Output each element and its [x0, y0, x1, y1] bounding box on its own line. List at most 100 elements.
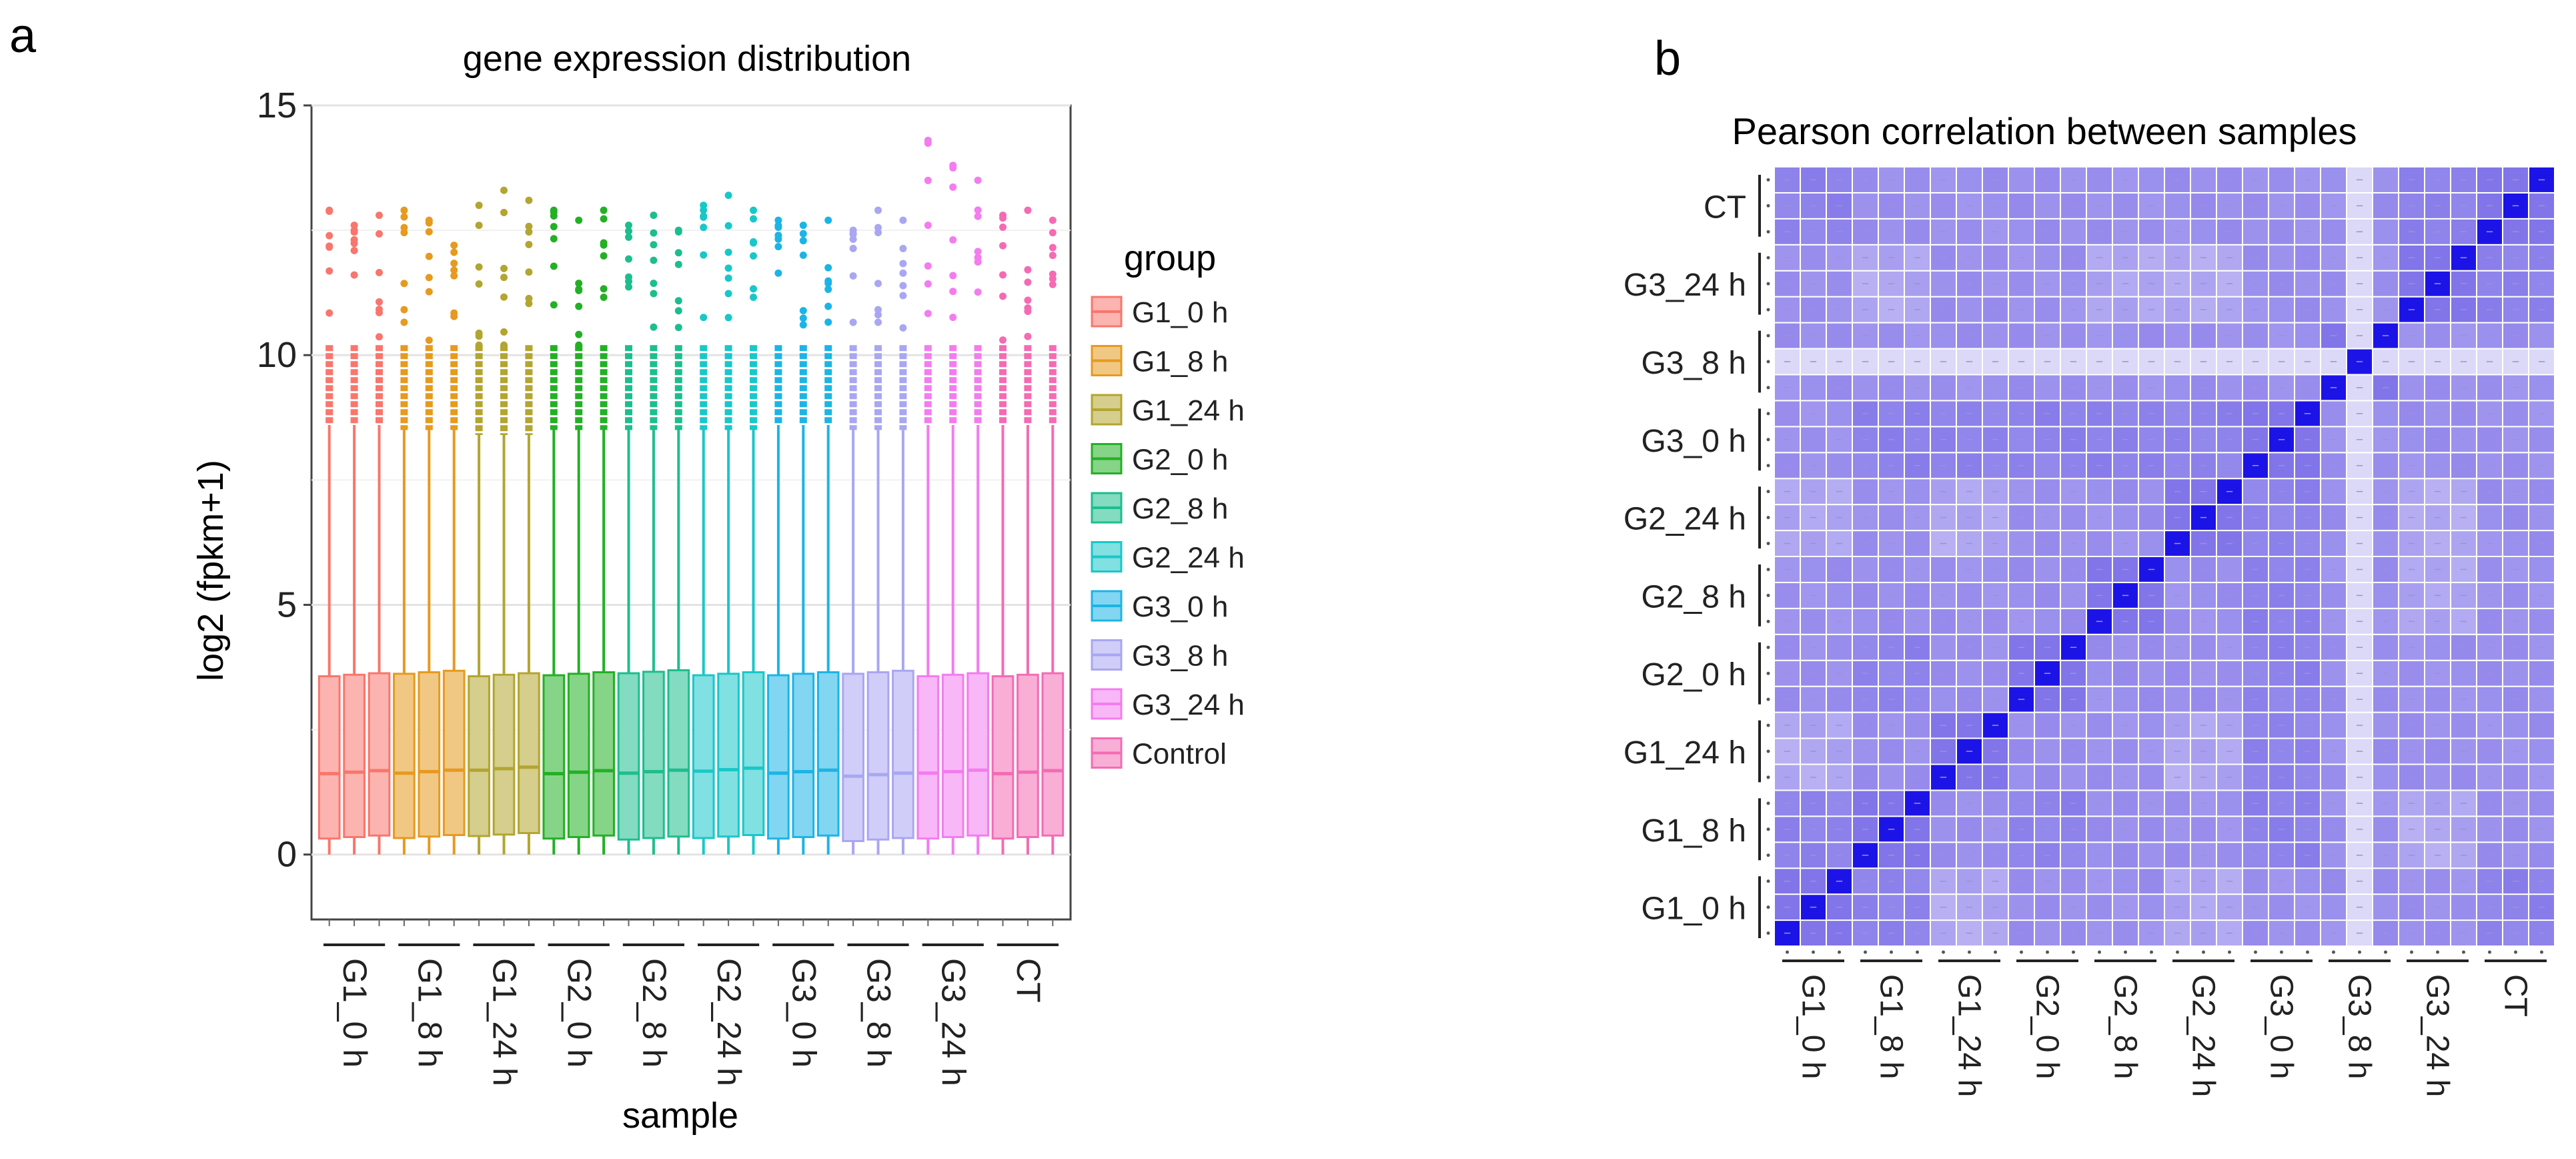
outlier-point: [949, 314, 957, 322]
outlier-point: [425, 252, 433, 260]
outlier-point: [824, 318, 832, 326]
y-tick-dot: [1766, 542, 1770, 546]
heatmap-cell: [2008, 530, 2035, 557]
heatmap-cell: [1800, 166, 1827, 194]
y-tick-label: 0: [277, 835, 297, 875]
box-g1_8h-rep3: [442, 242, 466, 855]
outlier-point: [350, 247, 358, 255]
outlier-point: [550, 223, 558, 231]
outlier-point: [1024, 332, 1032, 340]
heatmap-y-label: G3_0 h: [1642, 424, 1746, 459]
box-g1_24h-rep2: [492, 186, 516, 855]
x-tick-dot: [2098, 950, 2101, 954]
outlier-point: [724, 290, 732, 298]
legend-label: G1_8 h: [1132, 346, 1228, 378]
outlier-point: [750, 252, 757, 260]
legend-item: G1_24 h: [1091, 394, 1245, 427]
outlier-point: [700, 224, 708, 232]
outlier-point: [674, 260, 682, 268]
outlier-point: [774, 216, 782, 224]
y-tick-dot: [1766, 308, 1770, 312]
x-tick-dot: [1916, 950, 1919, 954]
x-tick-label: G3_24 h: [935, 958, 973, 1086]
box-g1_8h-rep2: [418, 216, 441, 855]
x-tick-dot: [1968, 950, 1971, 954]
box-body: [866, 671, 890, 841]
legend-item: G2_24 h: [1091, 541, 1245, 574]
outlier-point: [799, 237, 807, 245]
outlier-point: [575, 302, 583, 310]
outlier-point: [350, 240, 358, 248]
box-body: [393, 673, 416, 839]
outlier-point: [400, 280, 408, 288]
heatmap-cell: [2320, 504, 2347, 532]
x-tick-dot: [2462, 950, 2465, 954]
outlier-point: [425, 336, 433, 344]
outlier-point: [849, 244, 857, 252]
x-tick-dot: [2514, 950, 2517, 954]
box-g1_0h-rep1: [317, 206, 341, 855]
outlier-point: [450, 272, 458, 280]
outlier-point: [600, 239, 608, 247]
heatmap-y-label: G2_24 h: [1624, 502, 1746, 537]
legend-title: group: [1124, 238, 1216, 278]
heatmap-x-label: G3_0 h: [2264, 974, 2299, 1079]
outlier-point: [575, 330, 583, 338]
heatmap-cell: [1800, 633, 1827, 661]
legend-label: Control: [1132, 738, 1227, 771]
boxplot-x-axis-label: sample: [622, 1096, 738, 1136]
outlier-point: [376, 230, 383, 238]
x-tick-dot: [1942, 950, 1945, 954]
heatmap-y-axis: G1_0 h G1_8 h G1_24 h G2_0 h G2_8 h G2_24 h G3…: [1624, 175, 1770, 938]
x-tick-label: G1_24 h: [486, 958, 524, 1086]
box-control-rep2: [1017, 206, 1039, 855]
heatmap-cell: [2476, 478, 2503, 506]
outlier-point: [674, 307, 682, 315]
outlier-point: [376, 212, 383, 220]
outlier-point: [724, 274, 732, 282]
box-g3_8h-rep2: [866, 206, 890, 855]
outlier-point: [650, 290, 658, 298]
box-body: [742, 671, 765, 837]
x-tick-label: G1_0 h: [336, 958, 374, 1068]
x-tick-dot: [2176, 950, 2179, 954]
heatmap-cell: [2528, 426, 2555, 454]
outlier-point: [376, 268, 383, 276]
boxplot-legend: group G1_0 h G1_8 h G1_24 h G2_0 h G2_8 h G2_…: [1091, 238, 1245, 771]
box-body: [343, 673, 366, 839]
outlier-point: [974, 176, 982, 184]
heatmap-cell: [2190, 504, 2217, 532]
y-tick-dot: [1766, 749, 1770, 753]
outlier-point: [924, 136, 932, 144]
outlier-point: [600, 252, 608, 260]
x-tick-dot: [2488, 950, 2491, 954]
outlier-point: [575, 286, 583, 294]
outlier-point: [674, 249, 682, 257]
heatmap-cell: [1930, 919, 1957, 947]
heatmap-x-label: CT: [2498, 974, 2533, 1017]
x-tick-dot: [2540, 950, 2543, 954]
outlier-point: [774, 224, 782, 232]
outlier-point: [650, 323, 658, 331]
box-body: [667, 669, 690, 838]
heatmap-cell: [2164, 893, 2191, 921]
legend-item: G1_0 h: [1091, 296, 1228, 329]
outlier-point: [674, 297, 682, 305]
outlier-point: [625, 227, 632, 235]
x-tick-dot: [2306, 950, 2309, 954]
heatmap-x-label: G3_24 h: [2420, 974, 2455, 1097]
box-body: [518, 672, 540, 835]
y-tick-dot: [1766, 567, 1770, 571]
box-body: [1017, 673, 1039, 839]
x-tick-dot: [1812, 950, 1815, 954]
box-g3_0h-rep2: [792, 222, 815, 855]
heatmap-y-label: G1_0 h: [1642, 891, 1746, 927]
heatmap-cell: [2320, 711, 2347, 739]
heatmap-x-label: G1_8 h: [1874, 974, 1909, 1079]
y-tick-dot: [1766, 827, 1770, 831]
box-body: [916, 675, 940, 840]
outlier-point: [425, 216, 433, 224]
box-body: [792, 673, 815, 839]
outlier-point: [774, 235, 782, 243]
